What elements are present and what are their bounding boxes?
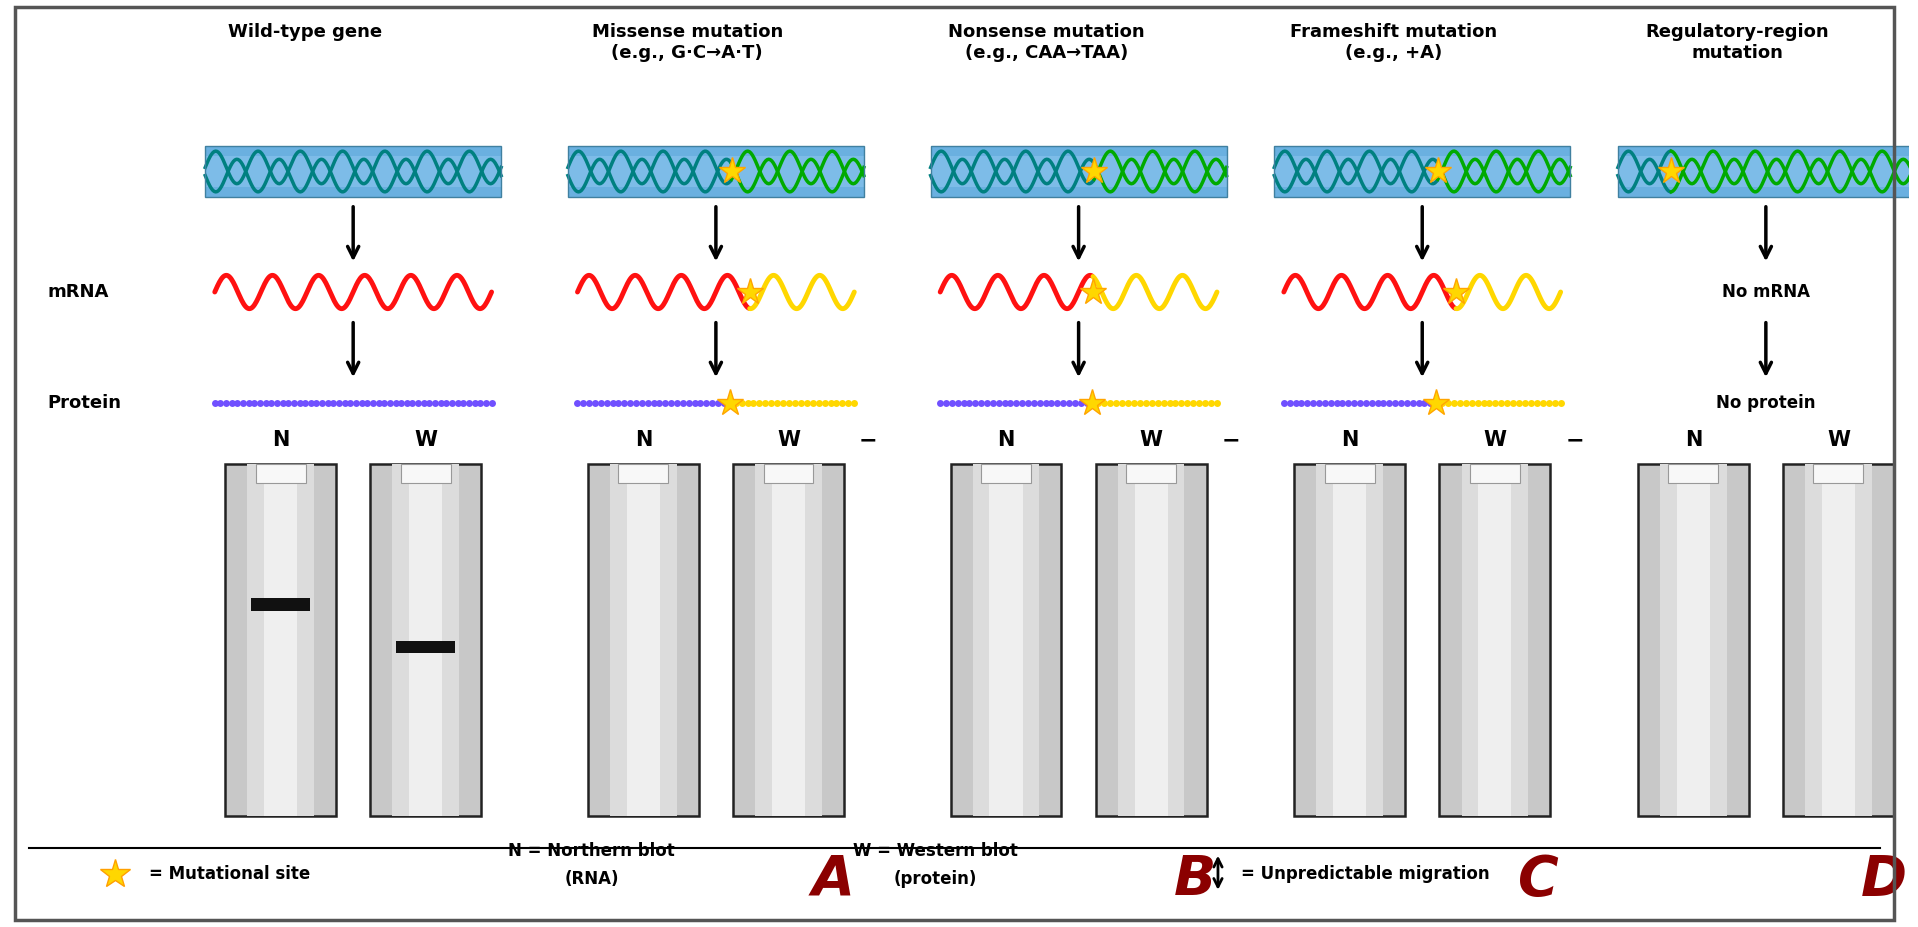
Bar xyxy=(1438,464,1550,816)
Text: W: W xyxy=(1828,429,1849,450)
Bar xyxy=(1118,464,1185,816)
Bar xyxy=(255,464,305,483)
Bar xyxy=(610,464,677,816)
Bar xyxy=(1822,464,1855,816)
Bar xyxy=(1274,146,1571,197)
Text: A: A xyxy=(811,853,854,907)
Bar xyxy=(224,464,336,816)
Text: B: B xyxy=(1174,853,1216,907)
Text: mRNA: mRNA xyxy=(48,283,109,301)
Bar xyxy=(401,464,451,483)
Bar xyxy=(1814,464,1862,483)
Text: Protein: Protein xyxy=(48,394,121,413)
Bar xyxy=(756,464,821,816)
Text: No protein: No protein xyxy=(1717,394,1816,413)
Bar xyxy=(1805,464,1872,816)
Bar xyxy=(763,464,813,483)
Bar xyxy=(247,464,315,816)
Text: N = Northern blot: N = Northern blot xyxy=(508,843,675,860)
Bar xyxy=(1126,464,1176,483)
Bar xyxy=(733,464,844,816)
Text: Frameshift mutation
(e.g., +A): Frameshift mutation (e.g., +A) xyxy=(1291,23,1498,62)
Bar xyxy=(1619,146,1914,197)
Bar xyxy=(251,598,311,611)
Bar xyxy=(1784,464,1893,816)
Text: W: W xyxy=(777,429,800,450)
Bar xyxy=(1638,464,1749,816)
Bar xyxy=(1661,464,1726,816)
Bar xyxy=(568,146,863,197)
Bar xyxy=(930,146,1226,197)
Bar xyxy=(990,464,1022,816)
Bar xyxy=(568,157,863,187)
Text: W = Western blot: W = Western blot xyxy=(854,843,1018,860)
Bar xyxy=(930,146,1226,197)
Bar xyxy=(771,464,806,816)
Bar xyxy=(930,157,1226,187)
Bar xyxy=(627,464,660,816)
Bar xyxy=(1669,464,1719,483)
Bar xyxy=(1274,146,1571,197)
Text: (protein): (protein) xyxy=(894,870,976,888)
Bar xyxy=(370,464,481,816)
Bar xyxy=(1619,146,1914,197)
Text: N: N xyxy=(272,429,290,450)
Bar xyxy=(1316,464,1383,816)
Bar xyxy=(1325,464,1375,483)
Bar xyxy=(951,464,1061,816)
Text: Regulatory-region
mutation: Regulatory-region mutation xyxy=(1646,23,1830,62)
Text: C: C xyxy=(1517,853,1559,907)
Text: W: W xyxy=(1139,429,1162,450)
Text: N: N xyxy=(635,429,652,450)
Text: No mRNA: No mRNA xyxy=(1722,283,1811,301)
Bar xyxy=(205,146,501,197)
Bar xyxy=(568,146,863,197)
Bar xyxy=(982,464,1032,483)
Bar xyxy=(409,464,443,816)
Bar xyxy=(205,157,501,187)
Text: −: − xyxy=(859,430,878,451)
Text: −: − xyxy=(1565,430,1584,451)
Bar xyxy=(1333,464,1366,816)
Bar xyxy=(1479,464,1511,816)
Text: = Unpredictable migration: = Unpredictable migration xyxy=(1241,865,1490,883)
Text: −: − xyxy=(1222,430,1241,451)
Bar xyxy=(397,641,455,653)
Text: N: N xyxy=(997,429,1015,450)
Text: W: W xyxy=(414,429,437,450)
Bar xyxy=(1274,157,1571,187)
Bar xyxy=(1135,464,1168,816)
Bar xyxy=(205,146,501,197)
Text: N: N xyxy=(1684,429,1701,450)
Text: = Mutational site: = Mutational site xyxy=(150,865,311,883)
Bar xyxy=(1676,464,1711,816)
Bar xyxy=(1095,464,1206,816)
Text: Wild-type gene: Wild-type gene xyxy=(228,23,382,41)
Bar xyxy=(589,464,698,816)
Bar xyxy=(393,464,458,816)
Text: Nonsense mutation
(e.g., CAA→TAA): Nonsense mutation (e.g., CAA→TAA) xyxy=(947,23,1145,62)
Bar xyxy=(1462,464,1529,816)
Bar xyxy=(618,464,667,483)
Text: (RNA): (RNA) xyxy=(564,870,620,888)
Bar xyxy=(1619,157,1914,187)
Bar xyxy=(1295,464,1406,816)
Bar xyxy=(1469,464,1519,483)
Text: Missense mutation
(e.g., G·C→A·T): Missense mutation (e.g., G·C→A·T) xyxy=(591,23,783,62)
Text: N: N xyxy=(1341,429,1358,450)
Text: W: W xyxy=(1483,429,1506,450)
Bar xyxy=(265,464,297,816)
Text: D: D xyxy=(1860,853,1906,907)
Bar xyxy=(972,464,1040,816)
